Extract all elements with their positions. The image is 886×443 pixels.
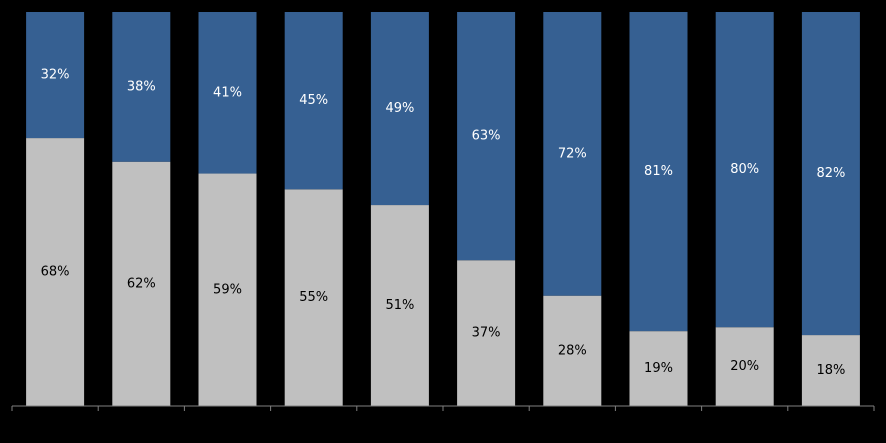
bar-segment-s1-c2 <box>198 12 257 174</box>
data-label-s1-c9: 82% <box>816 166 845 181</box>
data-label-s1-c7: 81% <box>644 164 673 179</box>
bar-segment-s0-c6 <box>543 295 602 406</box>
bar-segment-s1-c6 <box>543 12 602 296</box>
bar-segment-s1-c1 <box>112 12 171 162</box>
data-label-s1-c2: 41% <box>213 85 242 100</box>
data-label-s1-c1: 38% <box>127 79 156 94</box>
data-label-s1-c8: 80% <box>730 162 759 177</box>
data-label-s0-c0: 68% <box>41 265 70 280</box>
data-label-s1-c4: 49% <box>385 101 414 116</box>
bar-segment-s0-c5 <box>457 260 516 406</box>
bar-segment-s0-c4 <box>370 205 429 406</box>
bar-segment-s1-c3 <box>284 12 343 190</box>
data-label-s0-c8: 20% <box>730 359 759 374</box>
bar-segment-s1-c0 <box>26 12 85 139</box>
bar-segment-s1-c5 <box>457 12 516 261</box>
bar-segment-s0-c1 <box>112 161 171 406</box>
bar-segment-s1-c4 <box>370 12 429 206</box>
data-label-s1-c5: 63% <box>472 129 501 144</box>
data-label-s0-c9: 18% <box>816 363 845 378</box>
data-label-s0-c6: 28% <box>558 343 587 358</box>
bar-segment-s0-c2 <box>198 173 257 406</box>
data-label-s0-c7: 19% <box>644 361 673 376</box>
bar-segment-s1-c9 <box>801 12 860 336</box>
bar-segment-s0-c3 <box>284 189 343 406</box>
bar-segment-s0-c8 <box>715 327 774 406</box>
data-label-s0-c1: 62% <box>127 276 156 291</box>
x-axis <box>11 405 875 411</box>
data-label-s1-c6: 72% <box>558 146 587 161</box>
data-label-s0-c3: 55% <box>299 290 328 305</box>
bar-segment-s1-c8 <box>715 12 774 328</box>
data-label-s0-c4: 51% <box>385 298 414 313</box>
data-label-s0-c2: 59% <box>213 282 242 297</box>
bar-segment-s0-c7 <box>629 331 688 406</box>
data-label-s0-c5: 37% <box>472 326 501 341</box>
data-label-s1-c3: 45% <box>299 93 328 108</box>
bars-layer <box>26 12 860 406</box>
bar-segment-s0-c0 <box>26 138 85 406</box>
data-labels-layer: 68% 32% 62% 38% 59% 41% 55% 45% 51% 49% 37% 63% 28% 7… <box>41 68 846 379</box>
bar-segment-s1-c7 <box>629 12 688 332</box>
bar-segment-s0-c9 <box>801 335 860 406</box>
data-label-s1-c0: 32% <box>41 68 70 83</box>
